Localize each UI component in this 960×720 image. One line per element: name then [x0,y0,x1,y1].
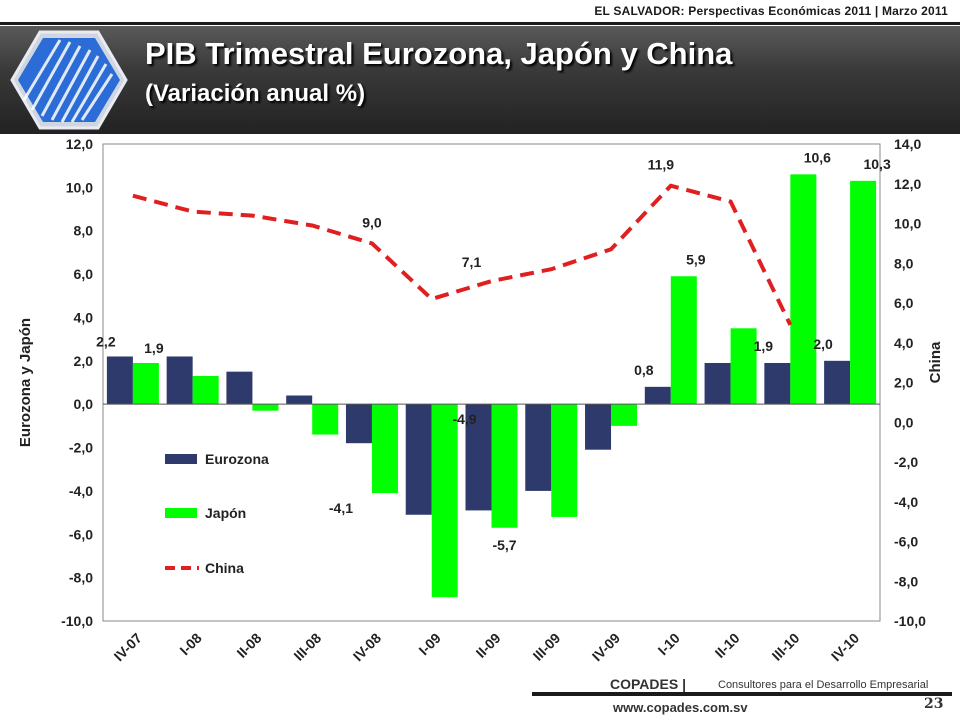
y-right-axis-title: China [927,341,944,383]
bar-eurozona [525,404,552,491]
page-number: 23 [924,696,944,712]
data-label: 5,9 [686,251,706,267]
data-label: -4,9 [452,411,476,427]
bar-eurozona [465,404,492,511]
x-tick-label: II-08 [233,630,264,661]
bar-japon [670,276,697,405]
bar-japon [431,404,458,598]
bar-eurozona [764,362,791,405]
y-right-tick-label: 0,0 [894,414,914,430]
x-tick-label: IV-10 [828,630,863,665]
top-bar [0,0,960,24]
bar-eurozona [585,404,612,450]
page-subtitle: (Variación anual %) [145,80,366,107]
data-label: 7,1 [462,254,482,270]
x-tick-label: I-10 [655,630,684,659]
y-left-tick-label: -10,0 [61,613,93,629]
x-tick-label: III-08 [290,630,324,664]
bar-japon [551,404,578,517]
y-right-tick-label: 14,0 [894,136,921,152]
data-label: -4,1 [329,500,353,516]
x-tick-label: IV-08 [350,630,385,665]
bar-japon [252,404,279,411]
presentation-header-text: EL SALVADOR: Perspectivas Económicas 201… [594,4,948,18]
footer-divider [532,692,952,696]
footer-tagline: Consultores para el Desarrollo Empresari… [718,679,929,691]
bar-japon [371,404,398,494]
footer-website: www.copades.com.sv [613,700,748,715]
y-right-tick-label: 10,0 [894,216,921,232]
x-tick-label: III-09 [530,630,564,664]
y-right-tick-label: 12,0 [894,176,921,192]
bar-japon [192,375,219,405]
data-label: 9,0 [362,214,382,230]
legend-label-china: China [205,560,244,576]
y-left-tick-label: -6,0 [69,526,93,542]
y-left-tick-label: 12,0 [66,136,93,152]
bar-japon [491,404,518,528]
bar-eurozona [286,395,313,405]
x-tick-label: III-10 [769,630,803,664]
copades-logo-icon [10,30,128,130]
y-right-tick-label: -2,0 [894,454,918,470]
y-left-tick-label: 0,0 [74,396,94,412]
bar-eurozona [106,356,133,405]
y-right-tick-label: -10,0 [894,613,926,629]
legend-swatch-japon [165,508,197,518]
x-tick-label: II-09 [472,630,503,661]
bar-eurozona [345,404,372,444]
bar-japon [132,362,159,405]
gdp-chart: -10,0 -8,0 -6,0 -4,0 -2,0 0,0 2,0 4,0 6,0 8,0 10,0… [17,136,944,665]
bar-eurozona [166,356,193,405]
x-tick-label: II-10 [712,630,743,661]
footer-brand: COPADES | [610,676,687,692]
bar-eurozona [704,362,731,405]
data-label: -5,7 [492,537,516,553]
y-left-tick-label: -8,0 [69,570,93,586]
legend-swatch-eurozona [165,454,197,464]
y-right-tick-label: -8,0 [894,573,918,589]
y-right-tick-label: -6,0 [894,534,918,550]
y-right-tick-label: -4,0 [894,494,918,510]
x-tick-label: I-09 [415,630,444,659]
line-china [132,183,793,326]
bar-eurozona [405,404,432,515]
y-right-tick-label: 2,0 [894,375,914,391]
y-right-tick-label: 6,0 [894,295,914,311]
x-tick-label: IV-09 [589,630,624,665]
data-label: 1,9 [144,340,164,356]
legend-label-eurozona: Eurozona [205,451,269,467]
data-label: 2,0 [813,336,833,352]
bar-japon [730,328,757,405]
data-label: 1,9 [754,338,774,354]
bar-eurozona [226,371,253,405]
y-right-tick-label: 4,0 [894,335,914,351]
data-label: 10,6 [804,149,831,165]
bar-japon [790,174,817,405]
bar-eurozona [644,386,671,405]
y-right-tick-label: 8,0 [894,255,914,271]
x-tick-label: I-08 [176,630,205,659]
data-label: 0,8 [634,362,654,378]
y-left-tick-label: 10,0 [66,179,93,195]
data-label: 11,9 [648,157,675,173]
y-left-tick-label: 8,0 [74,223,94,239]
page-title: PIB Trimestral Eurozona, Japón y China [145,36,733,71]
data-label: 2,2 [96,333,116,349]
top-divider [0,22,960,25]
title-banner [0,26,960,134]
bar-japon [850,180,877,405]
bar-japon [312,404,339,435]
bar-japon [611,404,638,426]
y-left-axis-title: Eurozona y Japón [17,318,34,447]
bar-eurozona [824,360,851,405]
x-tick-label: IV-07 [111,630,146,665]
legend-label-japon: Japón [205,505,246,521]
data-label: 10,3 [863,156,890,172]
y-left-tick-label: 6,0 [74,266,94,282]
y-left-tick-label: 4,0 [74,309,94,325]
y-left-tick-label: -2,0 [69,440,93,456]
y-left-tick-label: -4,0 [69,483,93,499]
y-left-tick-label: 2,0 [74,353,94,369]
